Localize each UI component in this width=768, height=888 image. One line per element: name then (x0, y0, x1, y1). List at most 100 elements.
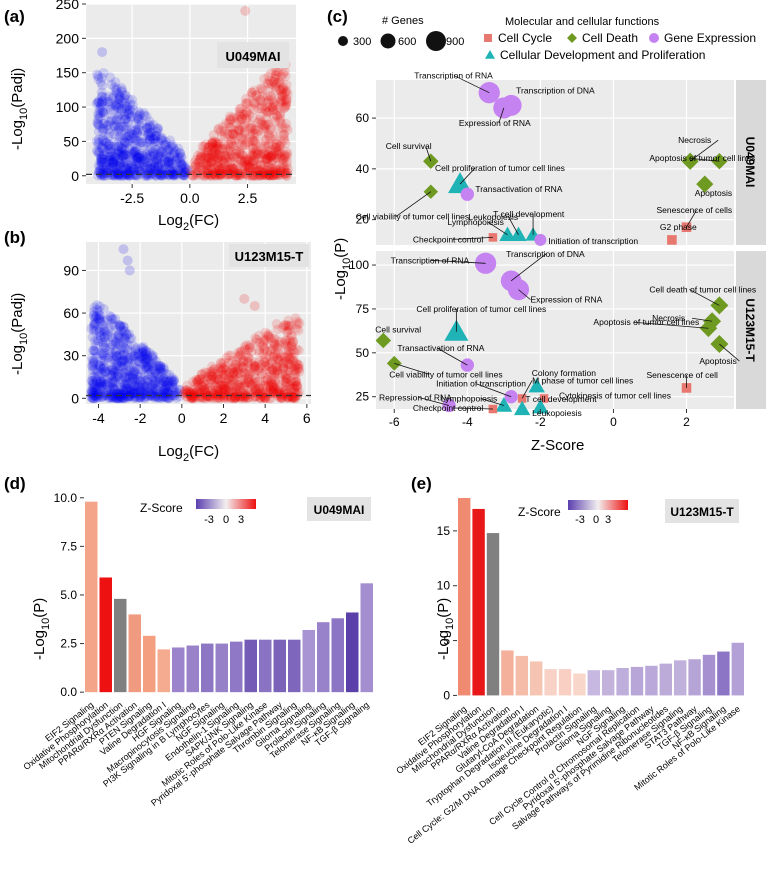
data-point (160, 164, 171, 175)
data-point (245, 152, 256, 163)
data-point (105, 156, 116, 167)
data-point (232, 152, 243, 163)
data-point (111, 101, 122, 112)
data-point (262, 77, 273, 88)
data-point (100, 162, 111, 173)
data-point (94, 134, 105, 145)
data-point (119, 93, 130, 104)
data-point (148, 147, 159, 158)
data-point (110, 337, 121, 348)
data-point (267, 102, 278, 113)
data-point (264, 170, 275, 181)
data-point (226, 162, 237, 173)
data-point (96, 87, 107, 98)
data-point (202, 164, 213, 175)
data-point (270, 101, 281, 112)
data-point (250, 163, 261, 174)
data-point (95, 152, 106, 163)
data-point (168, 170, 179, 181)
data-point (99, 135, 110, 146)
data-point (286, 341, 297, 352)
data-point (209, 169, 220, 180)
data-point (281, 100, 292, 111)
data-point (247, 159, 258, 170)
data-point (271, 139, 282, 150)
zscore-legend-title: Z-Score (140, 501, 183, 515)
data-point (92, 97, 103, 108)
data-point (266, 146, 277, 157)
bubble-label: Apoptosis of tumor cell lines (649, 153, 755, 163)
data-point (91, 136, 102, 147)
data-point (99, 164, 110, 175)
data-point (124, 130, 135, 141)
data-point (193, 156, 204, 167)
data-point (163, 170, 174, 181)
data-point (157, 170, 168, 181)
data-point (115, 113, 126, 124)
data-point (93, 160, 104, 171)
data-point (226, 392, 237, 403)
data-point (96, 100, 107, 111)
bar (331, 618, 344, 693)
data-point (143, 129, 154, 140)
data-point (132, 126, 143, 137)
y-axis-label: -Log10(P) (332, 238, 353, 300)
data-point (145, 131, 156, 142)
y-tick-label: 90 (63, 262, 79, 278)
data-point (94, 104, 105, 115)
data-point (270, 134, 281, 145)
data-point (193, 158, 204, 169)
data-point (259, 73, 270, 84)
data-point (113, 148, 124, 159)
data-point (215, 158, 226, 169)
data-point (128, 146, 139, 157)
x-ticks: -2.5 0.0 2.5 (120, 184, 257, 206)
data-point (128, 165, 139, 176)
data-point (118, 169, 129, 180)
data-point (122, 170, 133, 181)
data-point (101, 137, 112, 148)
data-point (149, 157, 160, 168)
data-point (152, 152, 163, 163)
data-point (269, 131, 280, 142)
data-point (94, 310, 105, 321)
data-point (142, 123, 153, 134)
data-point (245, 123, 256, 134)
data-point (123, 94, 134, 105)
data-point (267, 150, 278, 161)
y-ticks: 0 30 60 90 (63, 262, 86, 406)
data-point (93, 97, 104, 108)
data-point (97, 143, 108, 154)
data-point (248, 136, 259, 147)
data-point (108, 156, 119, 167)
data-point (141, 375, 152, 386)
data-point (206, 170, 217, 181)
data-point (131, 143, 142, 154)
data-point (117, 143, 128, 154)
data-point (111, 87, 122, 98)
data-point (270, 69, 281, 80)
data-point (108, 153, 119, 164)
data-point (92, 69, 103, 80)
data-point (149, 169, 160, 180)
data-point (97, 135, 108, 146)
data-point (219, 140, 230, 151)
data-point (134, 149, 145, 160)
data-point (144, 119, 155, 130)
data-point (169, 148, 180, 159)
data-point (235, 155, 246, 166)
data-point (104, 140, 115, 151)
data-point (162, 145, 173, 156)
data-point (202, 150, 213, 161)
data-point (236, 113, 247, 124)
data-point (120, 149, 131, 160)
data-point (116, 142, 127, 153)
data-point (101, 170, 112, 181)
data-point (129, 169, 140, 180)
data-point (107, 93, 118, 104)
data-point (275, 84, 286, 95)
data-point (113, 155, 124, 166)
data-point (99, 170, 110, 181)
data-point (270, 163, 281, 174)
data-point (194, 161, 205, 172)
